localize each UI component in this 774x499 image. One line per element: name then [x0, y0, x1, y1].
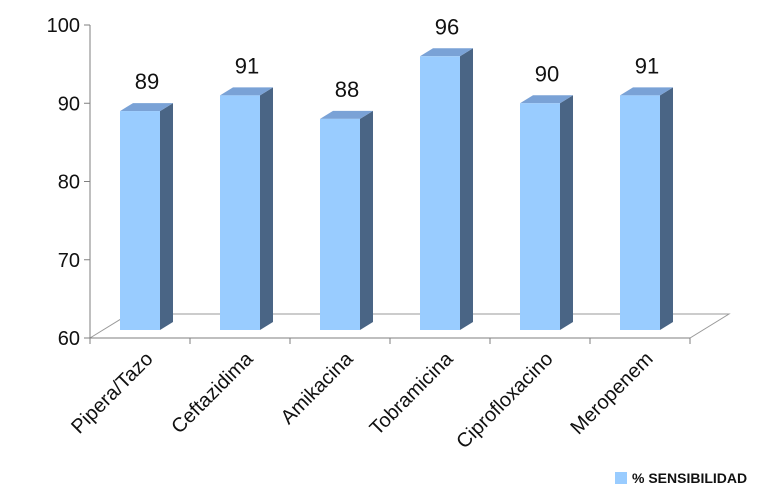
bar-front — [220, 95, 260, 330]
bar — [120, 103, 173, 330]
x-category-label: Meropenem — [567, 348, 658, 439]
data-label: 91 — [235, 53, 259, 78]
bar — [520, 95, 573, 330]
y-tick-label: 60 — [58, 328, 80, 350]
bar — [620, 87, 673, 330]
bar-front — [520, 103, 560, 330]
bar-top — [620, 87, 673, 96]
bar-top — [320, 110, 373, 119]
chart-legend: % SENSIBILIDAD — [615, 470, 747, 486]
bar-top — [520, 95, 573, 104]
bar-side — [160, 103, 173, 330]
y-tick-label: 80 — [58, 172, 80, 194]
data-label: 88 — [335, 77, 359, 102]
chart-axes: 60 70 80 90 100 — [47, 15, 691, 350]
bar — [420, 48, 473, 331]
bar-front — [420, 56, 460, 331]
data-label: 90 — [535, 61, 559, 86]
bar-front — [620, 95, 660, 330]
y-tick-label: 100 — [47, 15, 80, 37]
data-label: 91 — [635, 53, 659, 78]
x-category-label: Ciprofloxacino — [452, 348, 557, 453]
bar-top — [420, 48, 473, 57]
bar-side — [360, 110, 373, 331]
bar-top — [120, 103, 173, 112]
bar-side — [560, 95, 573, 330]
bar-top — [220, 87, 273, 96]
x-category-label: Ceftazidima — [167, 347, 258, 438]
bar-side — [660, 87, 673, 330]
chart-bars — [120, 48, 673, 331]
data-label: 96 — [435, 14, 459, 39]
bar-front — [320, 118, 360, 331]
legend-swatch — [615, 472, 627, 484]
x-category-label: Pipera/Tazo — [67, 348, 157, 438]
legend-label: % SENSIBILIDAD — [632, 470, 747, 486]
x-category-label: Tobramicina — [366, 347, 458, 439]
y-tick-label: 90 — [58, 93, 80, 115]
bar — [320, 110, 373, 331]
bar-side — [260, 87, 273, 330]
x-category-label: Amikacina — [277, 347, 358, 428]
bar-side — [460, 48, 473, 331]
bar — [220, 87, 273, 330]
data-label: 89 — [135, 69, 159, 94]
bar-front — [120, 111, 160, 330]
y-tick-label: 70 — [58, 250, 80, 272]
